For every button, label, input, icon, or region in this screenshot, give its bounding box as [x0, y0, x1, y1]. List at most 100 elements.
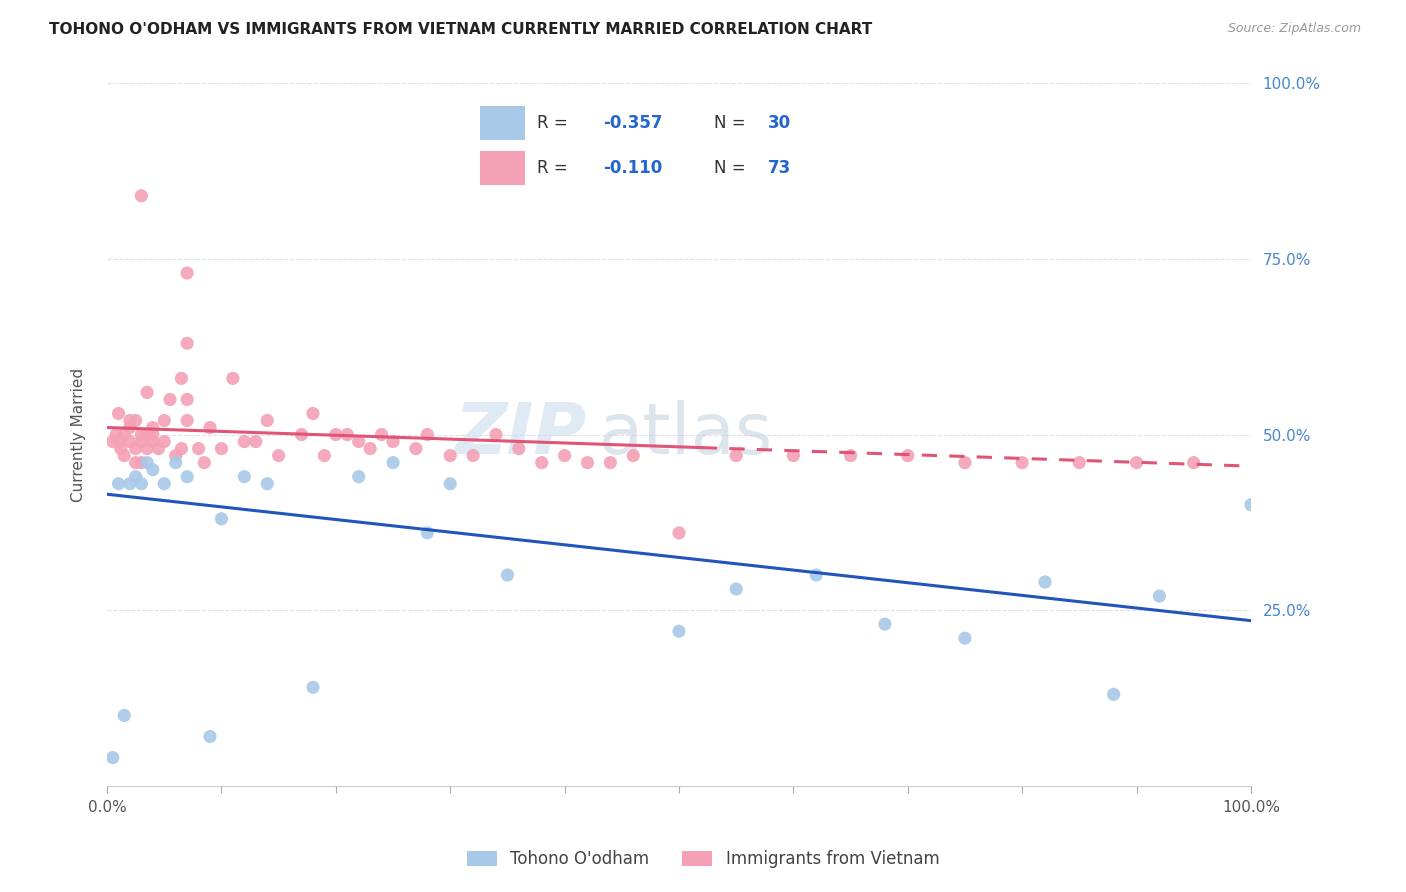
Point [1102, 687, 1125, 701]
Point [347, 434, 370, 449]
Text: atlas: atlas [599, 400, 773, 469]
Point [193, 456, 215, 470]
Point [112, 449, 135, 463]
Point [198, 420, 221, 434]
Point [211, 442, 233, 456]
Point [124, 469, 146, 483]
Point [136, 456, 159, 470]
Point [170, 371, 193, 385]
Point [267, 449, 290, 463]
Point [496, 568, 519, 582]
Point [165, 456, 187, 470]
Point [953, 631, 976, 645]
Point [142, 427, 165, 442]
Point [1240, 498, 1263, 512]
Point [806, 568, 828, 582]
Point [485, 427, 508, 442]
Point [153, 476, 176, 491]
Point [142, 420, 165, 434]
Point [233, 469, 256, 483]
Point [314, 449, 336, 463]
Point [1182, 456, 1205, 470]
Point [347, 469, 370, 483]
Point [839, 449, 862, 463]
Point [136, 442, 159, 456]
Point [107, 407, 129, 421]
Point [256, 476, 278, 491]
Point [124, 413, 146, 427]
Point [131, 456, 153, 470]
Point [233, 434, 256, 449]
Point [668, 525, 690, 540]
Point [176, 413, 198, 427]
Point [439, 476, 461, 491]
Legend: Tohono O'odham, Immigrants from Vietnam: Tohono O'odham, Immigrants from Vietnam [460, 844, 946, 875]
Point [124, 442, 146, 456]
Point [118, 420, 141, 434]
Point [131, 476, 153, 491]
Point [336, 427, 359, 442]
Point [153, 413, 176, 427]
Point [176, 392, 198, 407]
Point [101, 750, 124, 764]
Point [359, 442, 381, 456]
Point [112, 427, 135, 442]
Point [405, 442, 427, 456]
Y-axis label: Currently Married: Currently Married [72, 368, 86, 501]
Point [159, 392, 181, 407]
Point [112, 708, 135, 723]
Text: TOHONO O'ODHAM VS IMMIGRANTS FROM VIETNAM CURRENTLY MARRIED CORRELATION CHART: TOHONO O'ODHAM VS IMMIGRANTS FROM VIETNA… [49, 22, 873, 37]
Point [782, 449, 804, 463]
Point [142, 434, 165, 449]
Point [302, 681, 325, 695]
Point [621, 449, 644, 463]
Point [107, 476, 129, 491]
Point [873, 617, 896, 632]
Point [198, 730, 221, 744]
Point [136, 385, 159, 400]
Point [370, 427, 392, 442]
Point [101, 434, 124, 449]
Point [142, 463, 165, 477]
Point [382, 434, 405, 449]
Point [725, 582, 748, 596]
Text: ZIP: ZIP [456, 400, 588, 469]
Point [416, 525, 439, 540]
Point [107, 434, 129, 449]
Point [170, 442, 193, 456]
Point [131, 427, 153, 442]
Point [897, 449, 920, 463]
Point [118, 476, 141, 491]
Point [599, 456, 621, 470]
Point [131, 189, 153, 203]
Point [382, 456, 405, 470]
Point [725, 449, 748, 463]
Point [668, 624, 690, 639]
Point [131, 434, 153, 449]
Point [508, 442, 530, 456]
Point [148, 442, 170, 456]
Point [245, 434, 267, 449]
Point [1125, 456, 1147, 470]
Point [105, 427, 128, 442]
Point [222, 371, 245, 385]
Point [1011, 456, 1033, 470]
Point [416, 427, 439, 442]
Point [165, 449, 187, 463]
Point [1149, 589, 1171, 603]
Point [302, 407, 325, 421]
Point [1033, 574, 1056, 589]
Point [153, 434, 176, 449]
Point [211, 512, 233, 526]
Point [576, 456, 599, 470]
Point [176, 266, 198, 280]
Point [953, 456, 976, 470]
Point [176, 469, 198, 483]
Point [325, 427, 347, 442]
Point [256, 413, 278, 427]
Point [110, 442, 132, 456]
Point [118, 434, 141, 449]
Point [461, 449, 484, 463]
Point [124, 456, 146, 470]
Point [136, 427, 159, 442]
